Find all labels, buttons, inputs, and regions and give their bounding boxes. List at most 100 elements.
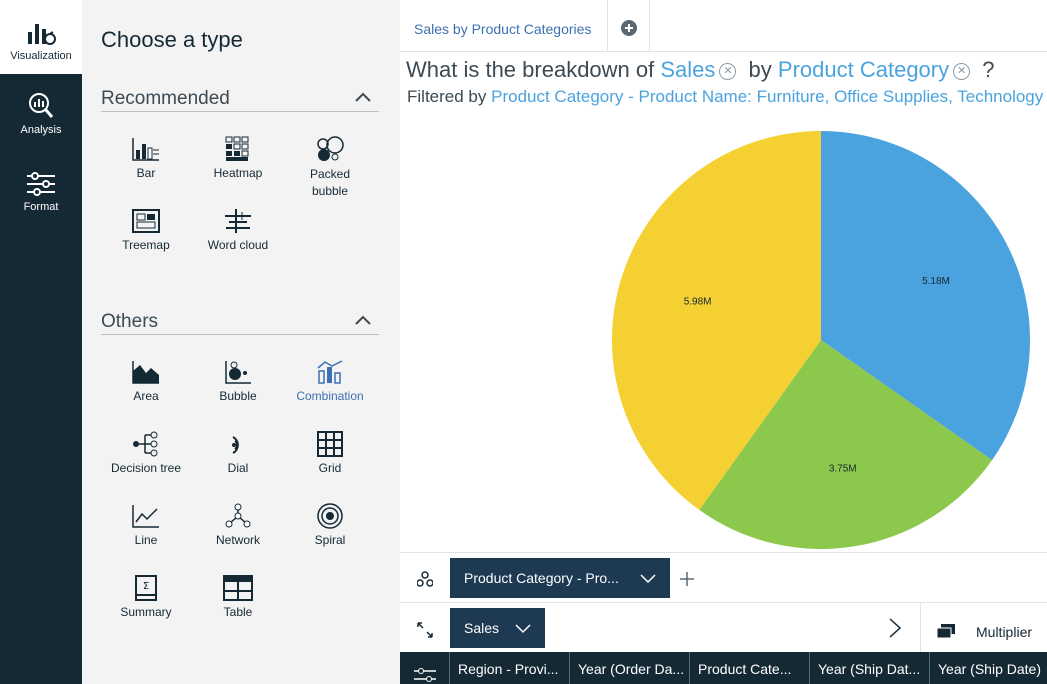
multiplier-slot[interactable]: Multiplier [920,603,1047,653]
type-treemap-label: Treemap [122,238,170,252]
type-line[interactable]: Line [100,503,192,547]
heatmap-icon [225,136,249,161]
size-slot-pill-label: Sales [464,620,500,636]
pie-chart: 5.18M 3.75M 5.98M [612,131,1030,549]
combination-icon [317,360,343,384]
size-slot-pill[interactable]: Sales [450,608,545,648]
question-by: by [748,57,772,82]
type-summary[interactable]: Σ Summary [100,575,192,619]
chevron-down-icon[interactable] [640,570,656,586]
decision-tree-icon [133,431,158,457]
tab-sales-by-product-categories[interactable]: Sales by Product Categories [400,0,608,52]
column-header[interactable]: Product Cate... [689,652,809,684]
type-table[interactable]: Table [192,575,284,619]
type-combination[interactable]: Combination [284,359,376,403]
size-slot-row: Sales Multiplier [400,602,1047,653]
type-heatmap-label: Heatmap [213,166,263,180]
panel-title: Choose a type [101,27,243,52]
type-bar[interactable]: Bar [100,136,192,180]
network-icon [225,503,251,528]
type-treemap[interactable]: Treemap [100,208,192,252]
type-bubble-label: Bubble [219,389,257,403]
pie-value-label: 5.98M [684,296,712,307]
rail-visualization-label: Visualization [10,50,72,62]
chart-type-panel: Choose a type Recommended Bar Heatmap Pa… [82,0,400,684]
bar-icon [132,138,159,161]
left-rail: Visualization Analysis Format [0,0,82,684]
dimension-token[interactable]: Product Category [777,57,950,82]
add-tab-button[interactable] [608,0,650,52]
main-area: Sales by Product Categories What is the … [400,0,1047,684]
type-bubble[interactable]: Bubble [192,359,284,403]
type-decision-tree[interactable]: Decision tree [100,431,192,475]
chevron-up-icon[interactable] [355,92,371,102]
filter-value[interactable]: Product Category - Product Name: Furnitu… [491,87,1044,106]
pie-slice-furniture[interactable] [612,131,821,510]
color-slot-row: Product Category - Pro... [400,552,1047,602]
chevron-up-icon[interactable] [355,315,371,325]
chevron-down-icon[interactable] [515,620,531,636]
rail-analysis[interactable]: Analysis [0,92,82,136]
chevron-right-icon[interactable] [888,618,902,638]
column-header[interactable]: Year (Ship Date) [929,652,1047,684]
type-combination-label: Combination [296,389,364,403]
type-dial[interactable]: Dial [192,431,284,475]
color-slot-icon [417,571,433,587]
type-area[interactable]: Area [100,359,192,403]
column-header[interactable]: Year (Ship Dat... [809,652,929,684]
recommended-section-header[interactable]: Recommended [101,88,379,112]
type-grid[interactable]: Grid [284,431,376,475]
type-network-label: Network [215,533,260,547]
filter-prefix: Filtered by [407,87,487,106]
expand-icon[interactable] [417,622,433,638]
grid-icon [317,431,343,457]
type-grid-label: Grid [318,461,342,475]
table-icon [223,575,253,601]
measure-token[interactable]: Sales [660,57,716,82]
type-network[interactable]: Network [192,503,284,547]
multiplier-label: Multiplier [976,624,1033,640]
pie-value-label: 3.75M [829,464,857,475]
add-slot-icon[interactable] [679,571,695,587]
remove-dimension-icon[interactable]: ✕ [953,62,971,80]
question-prefix: What is the breakdown of [406,57,655,82]
type-bar-label: Bar [136,166,156,180]
dial-icon [232,436,239,454]
rail-visualization[interactable]: Visualization [0,0,82,74]
type-word-cloud-label: Word cloud [207,238,269,252]
sliders-icon [27,172,55,196]
packed-bubble-icon [317,136,344,161]
type-packed-bubble[interactable]: Packed bubble [284,136,376,200]
multiplier-icon [937,624,955,638]
bar-chart-icon [28,24,56,45]
pie-slice-technology[interactable] [821,131,1030,461]
area-icon [132,361,159,384]
type-packed-bubble-label-2: bubble [311,184,349,198]
type-dial-label: Dial [227,461,249,475]
rail-format-label: Format [23,201,59,213]
pie-value-label: 5.18M [922,276,950,287]
help-icon[interactable]: ? [982,57,995,82]
plus-circle-icon [621,20,637,36]
type-spiral[interactable]: Spiral [284,503,376,547]
pie-slice-office-supplies[interactable] [699,340,993,549]
column-header[interactable]: Year (Order Da... [569,652,689,684]
bubble-icon [225,361,251,384]
rail-format[interactable]: Format [0,171,82,213]
others-section-header[interactable]: Others [101,311,379,335]
table-settings-icon[interactable] [414,668,436,684]
question-bar: What is the breakdown of Sales ✕ by Produ… [406,57,995,83]
tab-bar: Sales by Product Categories [400,0,1047,52]
remove-measure-icon[interactable]: ✕ [719,62,737,80]
filter-bar: Filtered by Product Category - Product N… [407,87,1043,107]
svg-text:Σ: Σ [143,581,149,592]
analysis-magnifier-icon [29,93,54,118]
color-slot-pill[interactable]: Product Category - Pro... [450,558,670,598]
type-table-label: Table [223,605,253,619]
type-area-label: Area [133,389,159,403]
type-word-cloud[interactable]: Word cloud [192,208,284,252]
color-slot-pill-label: Product Category - Pro... [464,570,619,586]
column-header[interactable]: Region - Provi... [449,652,569,684]
type-heatmap[interactable]: Heatmap [192,136,284,180]
line-icon [132,505,159,528]
